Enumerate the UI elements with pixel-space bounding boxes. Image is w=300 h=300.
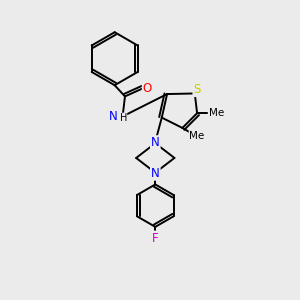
- Text: N: N: [109, 110, 118, 123]
- Text: Me: Me: [208, 108, 224, 118]
- Text: H: H: [120, 113, 127, 123]
- Text: N: N: [109, 110, 118, 123]
- Text: Me: Me: [190, 131, 205, 141]
- Text: N: N: [151, 167, 160, 180]
- Text: S: S: [194, 83, 201, 96]
- Text: N: N: [151, 136, 160, 149]
- Text: O: O: [143, 82, 152, 95]
- Text: F: F: [152, 232, 159, 244]
